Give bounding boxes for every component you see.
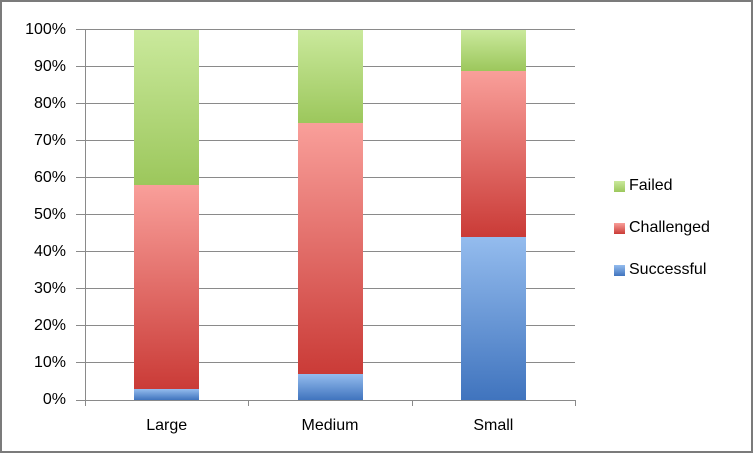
legend-swatch-challenged-icon [614, 222, 625, 234]
category-label-small: Small [473, 417, 514, 434]
y-axis-tick-label: 60% [33, 169, 66, 186]
y-axis-tick [76, 400, 85, 401]
y-axis-tick [76, 362, 85, 363]
y-axis-tick-label: 20% [33, 317, 66, 334]
x-axis [85, 400, 575, 401]
legend-item-successful: Successful [614, 260, 706, 280]
y-axis-tick-label: 50% [33, 206, 66, 223]
y-axis-tick [76, 325, 85, 326]
y-axis-tick-label: 0% [42, 391, 66, 408]
bar-small [460, 30, 526, 400]
legend-label-failed: Failed [629, 177, 673, 194]
y-axis-tick [76, 251, 85, 252]
category-label-large: Large [146, 417, 188, 434]
bar-large [134, 30, 200, 400]
bar-medium [297, 30, 363, 400]
y-axis [85, 30, 86, 406]
y-axis-tick [76, 288, 85, 289]
y-axis-tick-label: 80% [33, 95, 66, 112]
legend-swatch-successful-icon [614, 264, 625, 276]
x-axis-tick [411, 400, 413, 406]
legend-item-failed: Failed [614, 176, 673, 196]
y-axis-tick [76, 29, 85, 30]
segment-successful-small [460, 237, 526, 400]
segment-failed-medium [297, 30, 363, 123]
y-axis-tick-label: 30% [33, 280, 66, 297]
category-label-medium: Medium [301, 417, 359, 434]
y-axis-tick [76, 140, 85, 141]
legend-swatch-failed-icon [614, 180, 625, 192]
x-axis-tick [248, 400, 250, 406]
y-axis-tick-label: 10% [33, 354, 66, 371]
x-axis-tick [575, 400, 576, 406]
y-axis-tick-label: 90% [33, 58, 66, 75]
y-axis-tick-label: 70% [33, 132, 66, 149]
y-axis-tick [76, 103, 85, 104]
segment-successful-large [134, 388, 200, 400]
y-axis-tick-label: 100% [25, 21, 66, 38]
segment-challenged-medium [297, 122, 363, 375]
plot-area [85, 29, 575, 401]
segment-challenged-small [460, 70, 526, 238]
gridline [85, 29, 575, 30]
legend-label-successful: Successful [629, 261, 707, 278]
y-axis-tick [76, 214, 85, 215]
y-axis-tick-label: 40% [33, 243, 66, 260]
segment-successful-medium [297, 374, 363, 400]
y-axis-tick [76, 177, 85, 178]
legend-item-challenged: Challenged [614, 218, 710, 238]
segment-challenged-large [134, 185, 200, 389]
y-axis-tick [76, 66, 85, 67]
segment-failed-large [134, 30, 200, 186]
legend-label-challenged: Challenged [629, 219, 710, 236]
segment-failed-small [460, 30, 526, 71]
